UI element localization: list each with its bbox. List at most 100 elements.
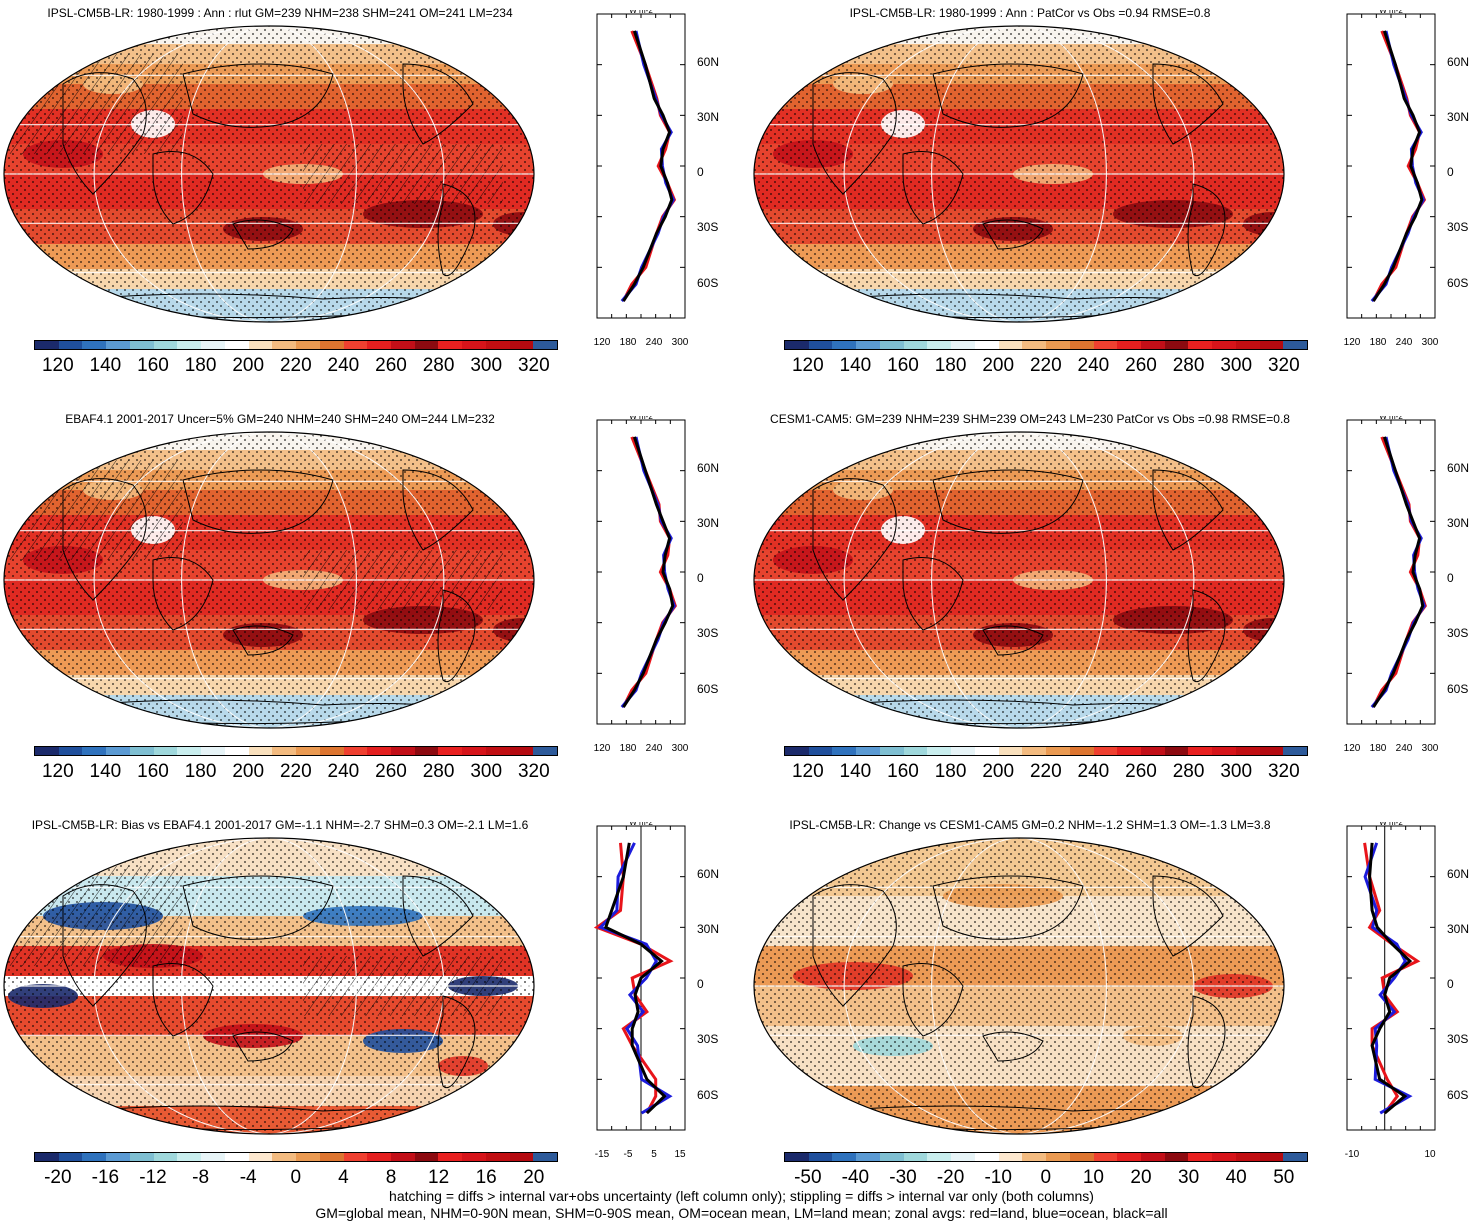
- colorbar-swatch: [272, 747, 297, 755]
- zonal-units: W m-2: [629, 822, 653, 827]
- colorbar-swatch: [129, 747, 154, 755]
- map-3: [3, 431, 535, 729]
- colorbar-tick-label: -40: [841, 1167, 870, 1188]
- colorbar-tick-label: 220: [1029, 761, 1062, 782]
- latitude-label: 30N: [697, 922, 720, 936]
- latitude-label: 60N: [697, 867, 720, 881]
- colorbar-swatch: [248, 1153, 273, 1161]
- colorbar-tick-label: 140: [839, 355, 872, 376]
- colorbar-swatch: [438, 341, 463, 349]
- zonal-x-tick-label: 10: [1424, 1149, 1436, 1160]
- colorbar-tick-label: 300: [470, 761, 503, 782]
- colorbar-swatch: [1164, 341, 1189, 349]
- latitude-label: 30N: [1447, 516, 1470, 530]
- colorbar-tick-label: 120: [791, 355, 824, 376]
- zonal-land-line: [593, 842, 674, 1114]
- colorbar-swatch: [35, 341, 59, 349]
- colorbar-swatch: [367, 341, 392, 349]
- colorbar-swatch: [1022, 341, 1047, 349]
- colorbar-swatch: [106, 747, 130, 755]
- colorbar-swatch: [1093, 1153, 1118, 1161]
- zonal-x-tick-label: 180: [1369, 743, 1387, 754]
- latitude-label: 60N: [697, 55, 720, 69]
- panel-3: EBAF4.1 2001-2017 Uncer=5% GM=240 NHM=24…: [0, 406, 740, 811]
- colorbar-swatch: [224, 341, 249, 349]
- colorbar-swatch: [533, 1153, 558, 1161]
- colorbar-tick-label: 320: [1267, 761, 1300, 782]
- footer-line-2: GM=global mean, NHM=0-90N mean, SHM=0-90…: [315, 1205, 1168, 1221]
- map-6: [753, 837, 1285, 1135]
- colorbar-swatch: [462, 341, 486, 349]
- colorbar-swatch: [832, 341, 857, 349]
- zonal-x-tick-label: 240: [1395, 337, 1413, 348]
- colorbar-swatch: [462, 1153, 486, 1161]
- zonal-all-line: [1372, 30, 1424, 302]
- colorbar-tick-label: 120: [791, 761, 824, 782]
- panel-1: IPSL-CM5B-LR: 1980-1999 : Ann : rlut GM=…: [0, 0, 740, 405]
- colorbar-swatch: [1141, 341, 1165, 349]
- colorbar-swatch: [272, 341, 297, 349]
- colorbar-tick-label: 0: [1040, 1167, 1052, 1188]
- panel-title: EBAF4.1 2001-2017 Uncer=5% GM=240 NHM=24…: [65, 412, 495, 426]
- latitude-label: 30N: [1447, 110, 1470, 124]
- colorbar-swatch: [272, 1153, 297, 1161]
- colorbar-swatch: [177, 1153, 202, 1161]
- colorbar-swatch: [485, 1153, 510, 1161]
- colorbar-swatch: [343, 341, 368, 349]
- map-5: [3, 837, 535, 1135]
- colorbar-swatch: [414, 747, 439, 755]
- colorbar-swatch: [58, 341, 83, 349]
- zonal-mean-plot: W m-2: [593, 822, 686, 1131]
- colorbar: [34, 340, 558, 350]
- colorbar-swatch: [343, 747, 368, 755]
- colorbar-tick-label: 220: [279, 761, 312, 782]
- colorbar-swatch: [129, 1153, 154, 1161]
- colorbar-swatch: [367, 1153, 392, 1161]
- colorbar-swatch: [951, 341, 975, 349]
- colorbar-swatch: [296, 747, 320, 755]
- colorbar-swatch: [1188, 341, 1213, 349]
- colorbar-tick-label: 140: [839, 761, 872, 782]
- colorbar-tick-label: -12: [139, 1167, 167, 1188]
- colorbar-swatch: [485, 747, 510, 755]
- colorbar-swatch: [129, 341, 154, 349]
- zonal-x-tick-label: 300: [1421, 337, 1439, 348]
- colorbar-swatch: [1117, 1153, 1142, 1161]
- latitude-label: 0: [697, 977, 704, 991]
- latitude-label: 60S: [697, 1088, 719, 1102]
- colorbar-swatch: [927, 747, 952, 755]
- colorbar-tick-label: 300: [470, 355, 503, 376]
- colorbar-labels: 120 140 160 180 200 220 240 260 280 300 320: [784, 761, 1308, 785]
- latitude-label: 60S: [1447, 682, 1469, 696]
- colorbar-swatch: [177, 747, 202, 755]
- zonal-land-line: [1372, 30, 1427, 302]
- colorbar-swatch: [974, 747, 999, 755]
- zonal-all-line: [622, 436, 675, 708]
- panel-title: CESM1-CAM5: GM=239 NHM=239 SHM=239 OM=24…: [770, 412, 1290, 426]
- colorbar-tick-label: 320: [517, 761, 550, 782]
- colorbar-swatch: [785, 1153, 809, 1161]
- colorbar-tick-label: 4: [338, 1167, 349, 1188]
- colorbar-swatch: [1212, 1153, 1236, 1161]
- colorbar-tick-label: 180: [934, 761, 967, 782]
- colorbar-tick-label: -20: [936, 1167, 965, 1188]
- colorbar-labels: -20 -16 -12 -8 -4 0 4 8 12 16 20: [34, 1167, 558, 1191]
- colorbar-swatch: [951, 1153, 975, 1161]
- colorbar-swatch: [1069, 341, 1094, 349]
- colorbar-swatch: [1046, 747, 1070, 755]
- latitude-label: 60N: [1447, 55, 1470, 69]
- colorbar-swatch: [35, 747, 59, 755]
- zonal-x-tick-label: 120: [1343, 337, 1361, 348]
- colorbar-swatch: [438, 747, 463, 755]
- colorbar-tick-label: 160: [887, 355, 919, 376]
- colorbar: [784, 1152, 1308, 1162]
- colorbar-swatch: [998, 341, 1023, 349]
- zonal-units: W m-2: [1379, 822, 1403, 827]
- colorbar-swatch: [296, 341, 320, 349]
- colorbar-tick-label: 180: [184, 355, 217, 376]
- colorbar-swatch: [1093, 747, 1118, 755]
- zonal-x-tick-label: 5: [651, 1149, 657, 1160]
- colorbar-tick-label: 280: [1172, 761, 1205, 782]
- colorbar-tick-label: 300: [1220, 355, 1253, 376]
- colorbar-labels: -50 -40 -30 -20 -10 0 10 20 30 40 50: [784, 1167, 1308, 1191]
